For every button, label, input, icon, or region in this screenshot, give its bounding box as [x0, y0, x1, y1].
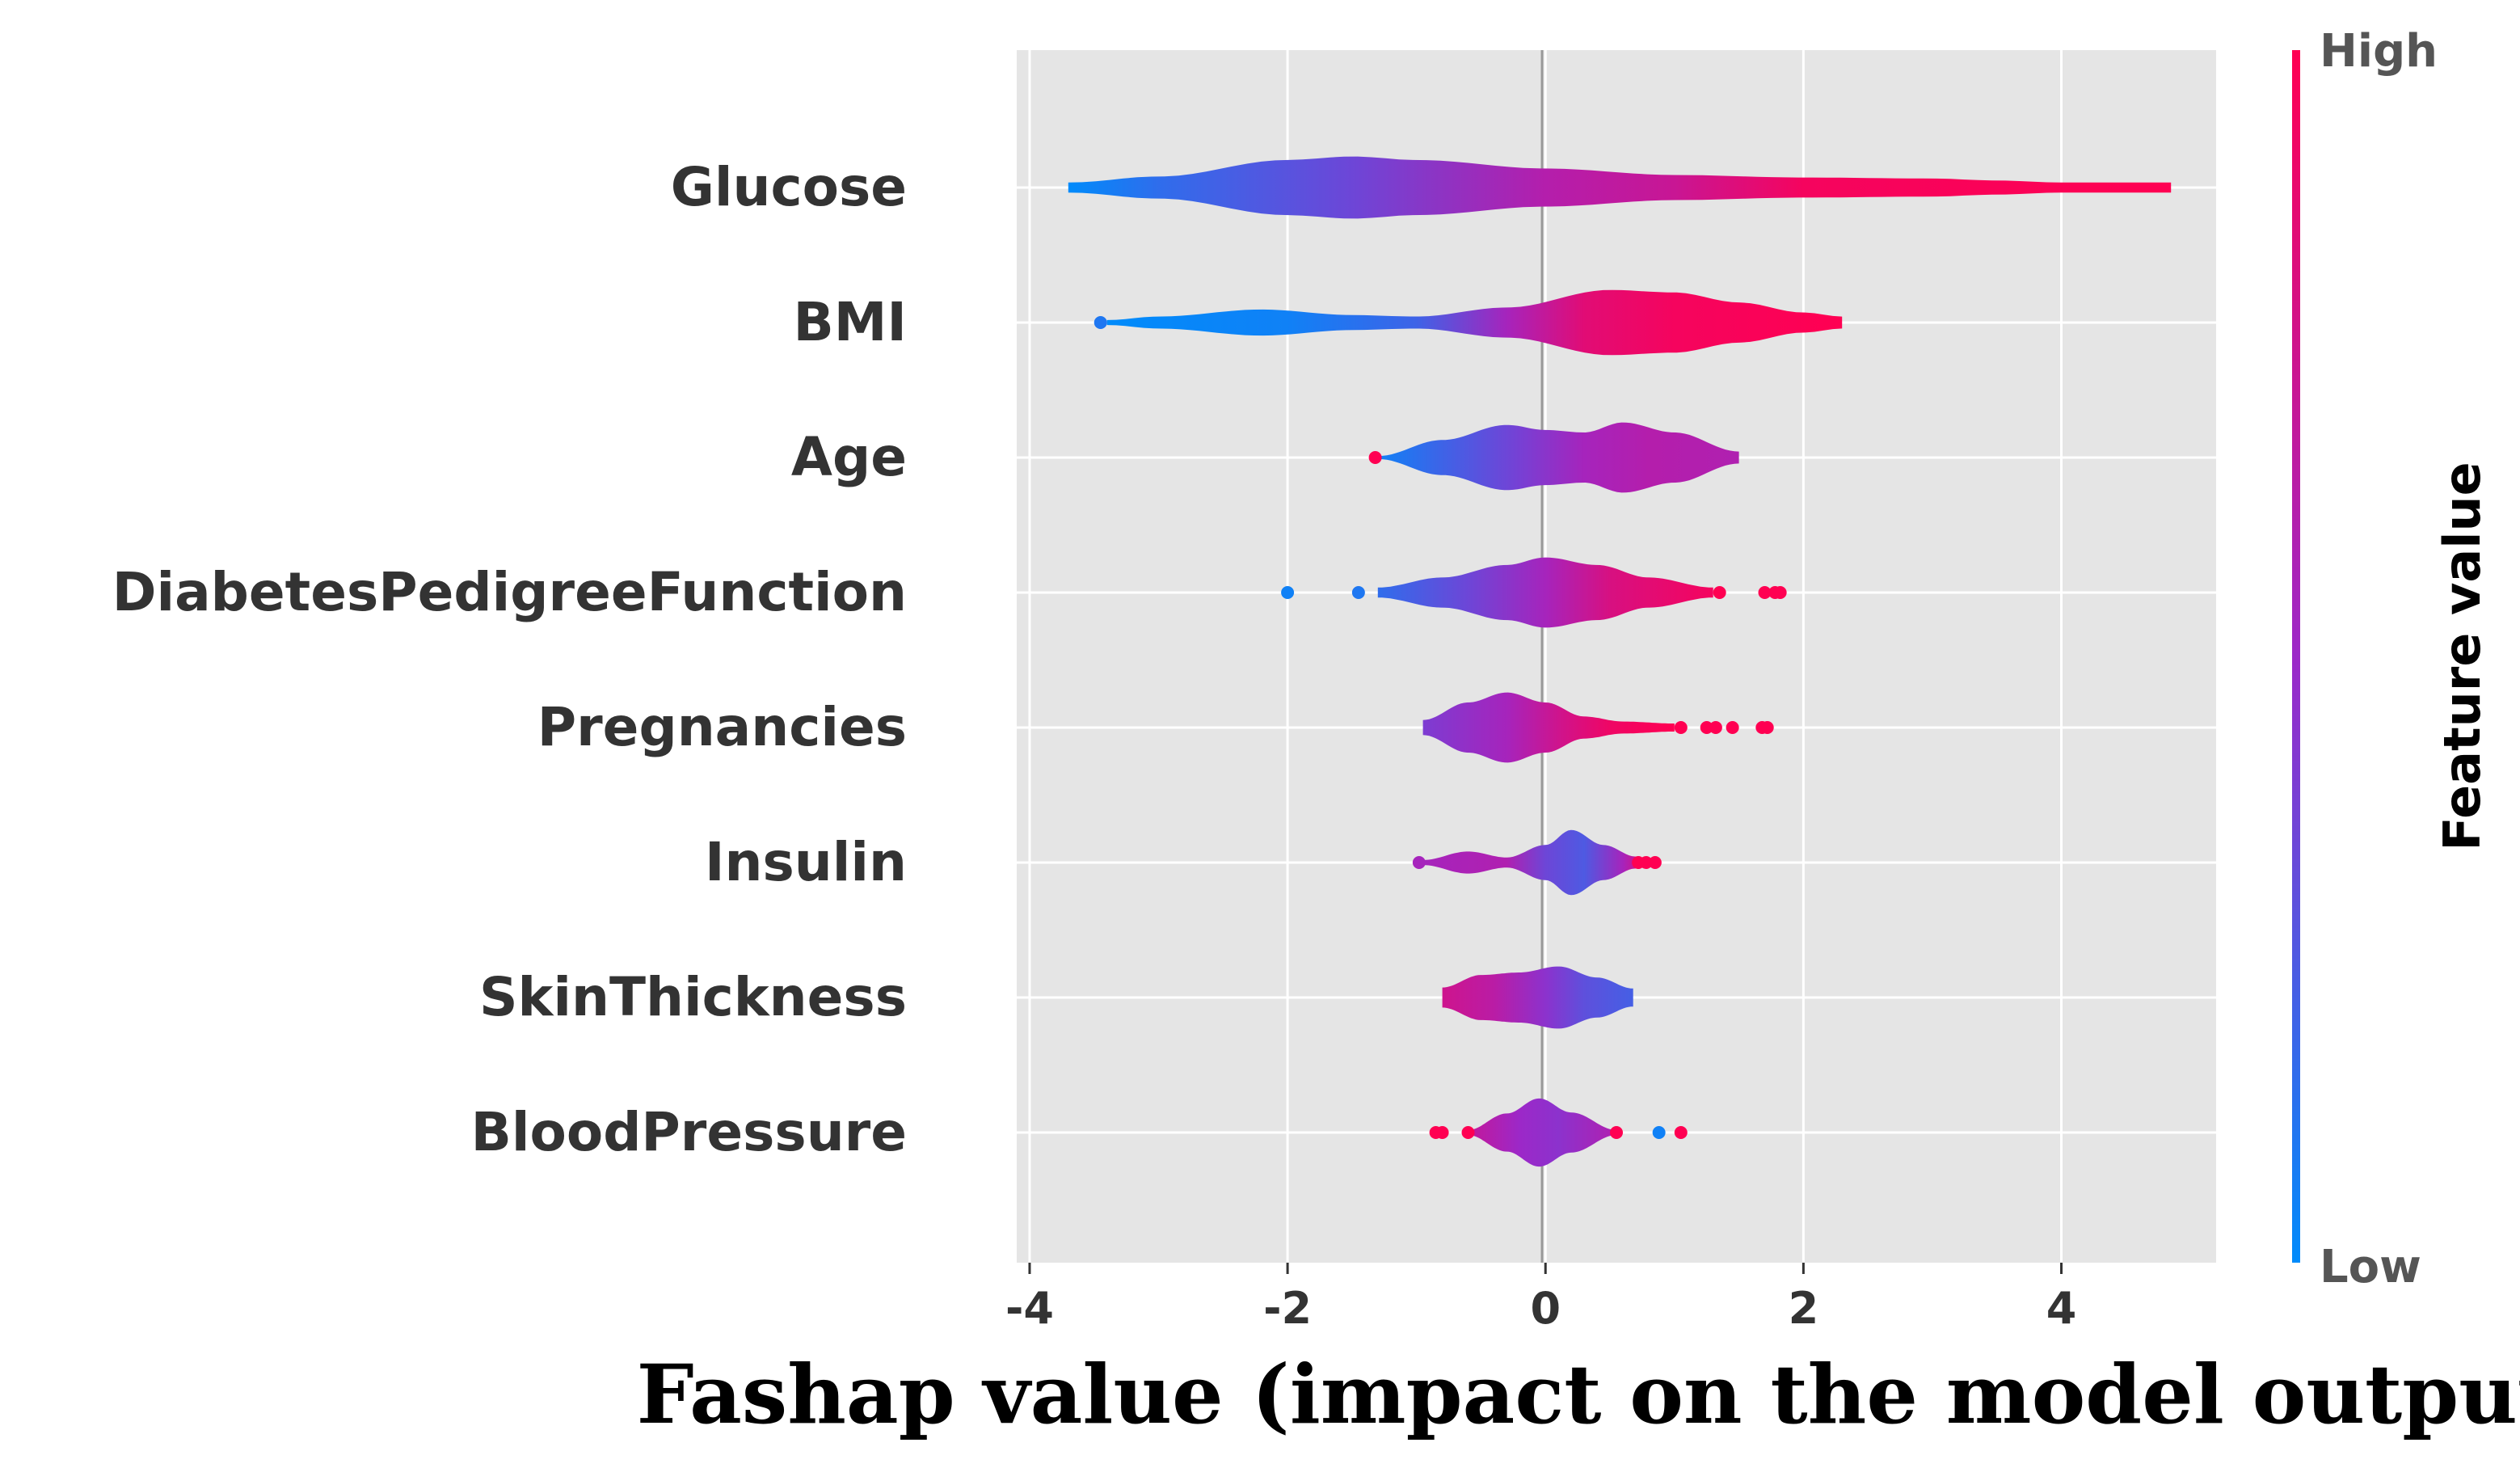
colorbar-high-label: High	[2320, 25, 2438, 78]
outlier-point	[1610, 1126, 1623, 1139]
outlier-point	[1758, 586, 1772, 599]
violin-pregnancies	[1422, 692, 1675, 763]
outlier-point	[1652, 1126, 1666, 1139]
feature-label: Pregnancies	[537, 696, 907, 758]
outlier-point	[1639, 856, 1653, 869]
violins	[1068, 156, 2172, 1167]
outlier-point	[1709, 721, 1722, 734]
outlier-point	[1773, 586, 1787, 599]
violin-glucose	[1068, 156, 2172, 219]
x-axis-ticks: -4 -2 0 2 4	[1005, 1263, 2076, 1334]
outlier-point	[1281, 586, 1295, 599]
x-tick-label: 2	[1789, 1283, 1819, 1334]
violin-insulin	[1422, 829, 1655, 896]
outlier-point	[1674, 721, 1688, 734]
feature-label: Insulin	[705, 831, 907, 893]
colorbar-title: Feature value	[2433, 462, 2492, 850]
violin-age	[1377, 422, 1739, 493]
violin-diabetespedigreefunction	[1377, 557, 1713, 628]
outlier-point	[1760, 721, 1774, 734]
outlier-point	[1461, 1126, 1475, 1139]
outlier-point	[1368, 451, 1382, 464]
outlier-point	[1351, 586, 1365, 599]
outlier-point	[1412, 856, 1426, 869]
feature-label: BMI	[793, 291, 907, 353]
plot-background	[1017, 50, 2216, 1263]
outlier-point	[1726, 721, 1739, 734]
outlier-point	[1700, 721, 1713, 734]
feature-label: Age	[791, 426, 907, 488]
x-tick-label: -2	[1263, 1283, 1312, 1334]
colorbar	[2292, 50, 2300, 1263]
violin-bloodpressure	[1468, 1098, 1616, 1167]
outlier-point	[1674, 1126, 1688, 1139]
feature-label: BloodPressure	[471, 1101, 907, 1163]
colorbar-low-label: Low	[2320, 1241, 2421, 1293]
outlier-point	[1435, 1126, 1449, 1139]
violin-skinthickness	[1442, 966, 1633, 1029]
outlier-point	[1713, 586, 1726, 599]
x-tick-label: 0	[1530, 1283, 1561, 1334]
x-axis-label: Fashap value (impact on the model output…	[637, 1347, 2520, 1442]
x-tick-label: -4	[1005, 1283, 1054, 1334]
feature-label: SkinThickness	[479, 966, 907, 1028]
x-tick-label: 4	[2046, 1283, 2077, 1334]
violin-bmi	[1106, 289, 1843, 356]
feature-label: Glucose	[671, 156, 907, 218]
outlier-point	[1648, 856, 1662, 869]
feature-label: DiabetesPedigreeFunction	[112, 561, 907, 623]
outlier-point	[1094, 316, 1107, 329]
feature-labels: Glucose BMI Age DiabetesPedigreeFunction Pre…	[112, 156, 907, 1163]
